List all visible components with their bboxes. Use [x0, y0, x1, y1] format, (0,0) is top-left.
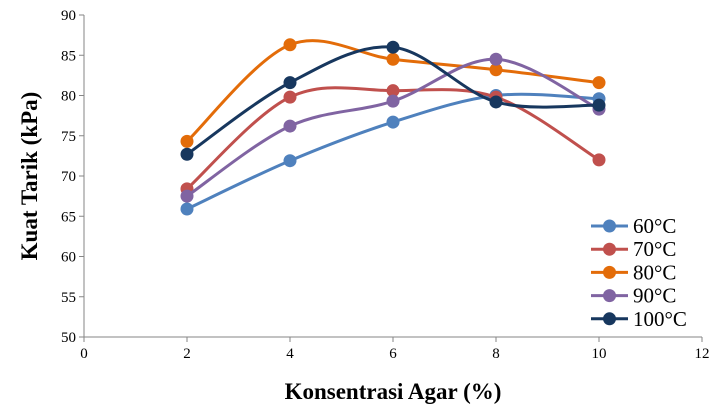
x-tick-label: 12 [695, 346, 710, 362]
data-series [180, 38, 606, 216]
data-point [180, 202, 194, 216]
data-point [592, 153, 606, 167]
legend-marker [603, 242, 616, 256]
x-tick-label: 8 [492, 346, 500, 362]
data-point [180, 134, 194, 148]
legend-marker [603, 289, 616, 303]
y-axis-title: Kuat Tarik (kPa) [17, 92, 42, 261]
data-point [283, 119, 297, 133]
legend-label: 70°C [633, 237, 676, 261]
data-point [386, 115, 400, 129]
legend-item: 90°C [591, 284, 676, 308]
y-tick-label: 65 [61, 209, 76, 225]
y-tick-label: 60 [61, 250, 76, 266]
x-tick-label: 10 [592, 346, 607, 362]
legend-item: 70°C [591, 237, 676, 261]
data-point [283, 38, 297, 52]
y-tick-label: 80 [61, 89, 76, 105]
x-tick-label: 2 [183, 346, 191, 362]
data-point [283, 76, 297, 90]
legend-label: 80°C [633, 260, 676, 284]
legend-label: 90°C [633, 284, 676, 308]
data-point [386, 52, 400, 66]
data-point [489, 63, 503, 77]
legend-item: 80°C [591, 260, 676, 284]
legend-label: 60°C [633, 214, 676, 238]
y-tick-label: 90 [61, 8, 76, 24]
legend-marker [603, 265, 616, 279]
legend-marker [603, 312, 616, 326]
axes [79, 14, 703, 342]
y-tick-label: 70 [61, 169, 76, 185]
series-4 [180, 40, 606, 161]
data-point [592, 76, 606, 90]
x-tick-label: 6 [389, 346, 397, 362]
data-point [283, 154, 297, 168]
legend-item: 60°C [591, 214, 676, 238]
x-tick-label: 0 [80, 346, 88, 362]
data-point [489, 52, 503, 66]
y-tick-label: 75 [61, 129, 76, 145]
data-point [386, 94, 400, 108]
data-point [489, 95, 503, 109]
data-point [386, 84, 400, 98]
data-point [180, 189, 194, 203]
data-point [283, 90, 297, 104]
y-tick-label: 55 [61, 290, 76, 306]
tick-labels: 50 55 60 65 70 75 80 85 90 0 2 4 6 8 10 12 [61, 8, 710, 362]
data-point [386, 40, 400, 54]
x-tick-label: 4 [286, 346, 294, 362]
series-2 [180, 38, 606, 148]
data-point [180, 147, 194, 161]
legend-label: 100°C [633, 307, 687, 331]
legend-marker [603, 219, 616, 233]
x-axis-title: Konsentrasi Agar (%) [285, 379, 502, 404]
data-point [592, 98, 606, 112]
y-tick-label: 85 [61, 48, 76, 64]
legend-item: 100°C [591, 307, 687, 331]
y-tick-label: 50 [61, 330, 76, 346]
